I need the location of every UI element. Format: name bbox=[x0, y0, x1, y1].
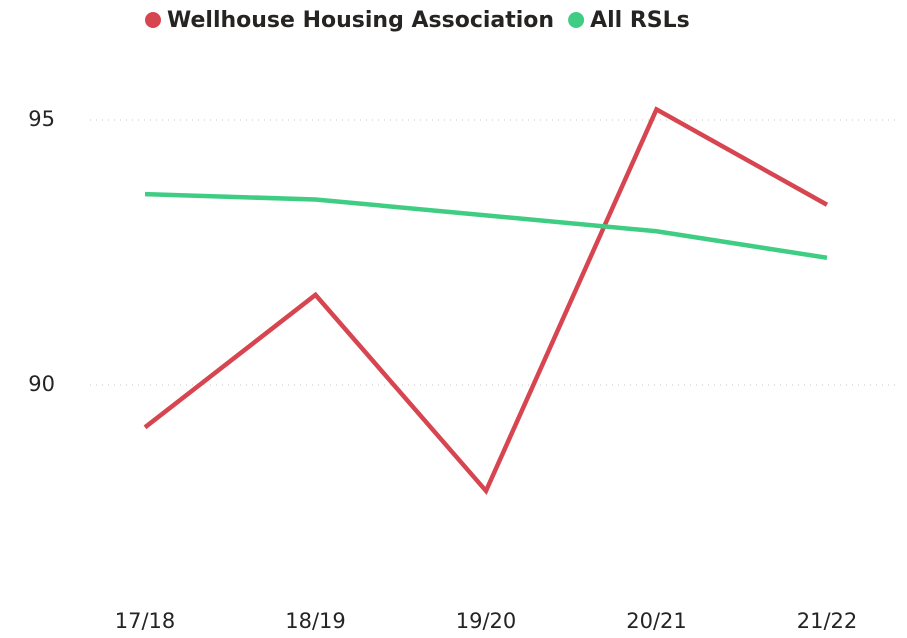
x-tick-label: 18/19 bbox=[285, 609, 346, 633]
legend-marker bbox=[568, 12, 585, 28]
y-tick-label: 95 bbox=[28, 107, 55, 131]
x-tick-label: 17/18 bbox=[115, 609, 176, 633]
x-tick-label: 20/21 bbox=[626, 609, 687, 633]
legend-marker bbox=[145, 12, 161, 28]
x-tick-label: 21/22 bbox=[797, 609, 858, 633]
y-tick-label: 90 bbox=[28, 372, 55, 396]
x-tick-label: 19/20 bbox=[456, 609, 517, 633]
data-line bbox=[143, 106, 829, 496]
data-line bbox=[144, 191, 828, 260]
legend-label: Wellhouse Housing Association bbox=[167, 8, 554, 33]
legend-label: All RSLs bbox=[590, 8, 690, 33]
